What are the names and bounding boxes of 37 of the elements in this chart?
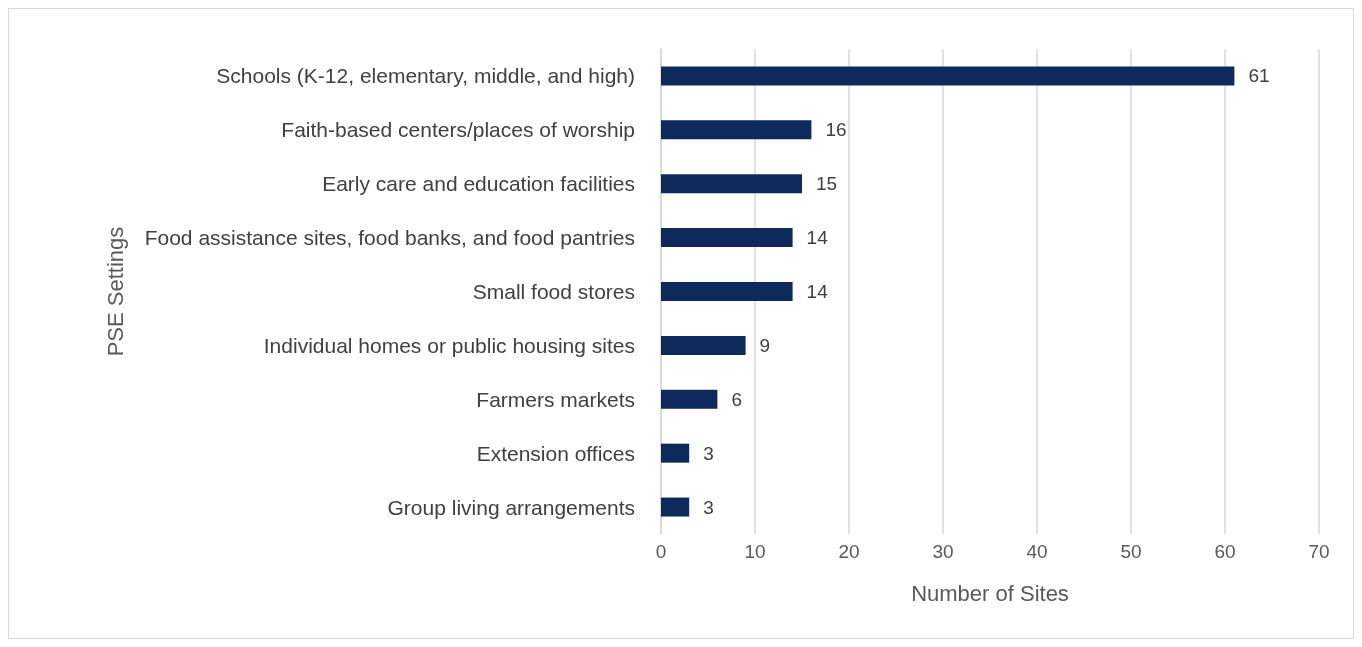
y-tick-label: Farmers markets (476, 387, 635, 411)
y-tick-label: Faith-based centers/places of worship (281, 118, 635, 142)
x-tick-label: 60 (1214, 541, 1236, 562)
x-tick-label: 0 (655, 541, 667, 562)
data-label: 3 (703, 442, 714, 464)
bar (661, 282, 793, 301)
data-label: 61 (1248, 65, 1270, 87)
data-label: 9 (759, 334, 771, 356)
data-label: 6 (731, 388, 742, 410)
y-tick-label: Food assistance sites, food banks, and food pantries (144, 226, 635, 250)
y-tick-label: Early care and education facilities (322, 172, 635, 196)
y-tick-label: Small food stores (472, 280, 635, 303)
y-tick-label: Extension offices (476, 441, 635, 465)
data-label: 14 (806, 227, 829, 249)
bar (661, 389, 718, 409)
bar (661, 335, 746, 355)
x-tick-label: 30 (932, 541, 954, 562)
x-axis-title: Number of Sites (911, 580, 1069, 606)
bar (661, 120, 812, 140)
data-label: 14 (806, 281, 829, 302)
y-tick-label: Schools (K-12, elementary, middle, and high) (216, 64, 635, 88)
data-label: 3 (703, 496, 714, 518)
y-axis-title: PSE Settings (102, 226, 128, 357)
x-tick-label: 10 (744, 541, 766, 562)
x-tick-label: 20 (838, 541, 860, 562)
bar (661, 66, 1235, 86)
y-tick-label: Individual homes or public housing sites (263, 333, 635, 357)
x-tick-label: 50 (1120, 541, 1142, 562)
x-tick-label: 40 (1026, 541, 1048, 562)
bar (661, 497, 690, 517)
x-tick-label: 70 (1308, 541, 1330, 562)
y-tick-label: Group living arrangements (387, 495, 635, 519)
data-label: 16 (825, 119, 847, 141)
bar (661, 228, 793, 248)
bar (661, 174, 802, 194)
data-label: 15 (816, 173, 838, 195)
bar (661, 443, 690, 463)
